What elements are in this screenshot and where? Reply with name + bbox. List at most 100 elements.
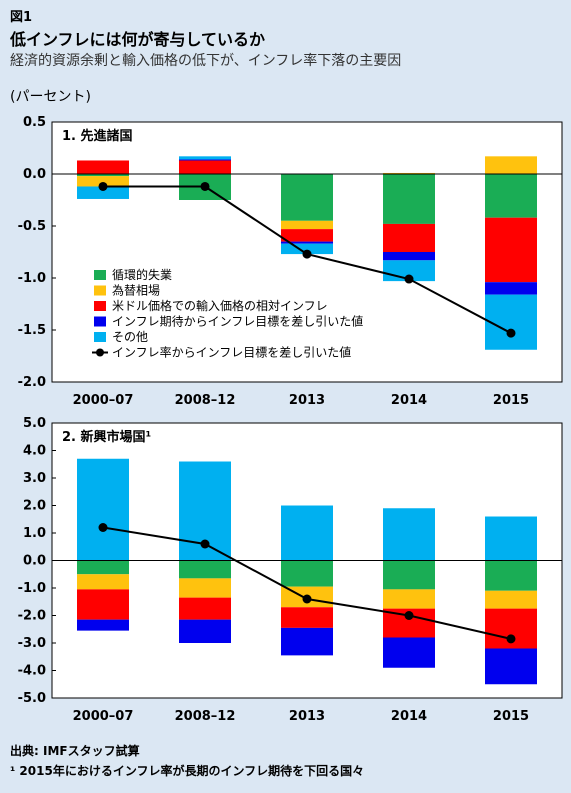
bar-cyan-5	[485, 294, 537, 350]
bar-red-5	[485, 217, 537, 283]
y-tick-label: 2.0	[23, 499, 46, 514]
footnote: ¹ 2015年におけるインフレ率が長期のインフレ期待を下回る国々	[10, 764, 365, 778]
bar-green-5	[485, 174, 537, 218]
bar-red-1	[77, 160, 129, 174]
bar-yellow-5	[485, 590, 537, 609]
line-point	[98, 181, 108, 191]
category-label: 2000–07	[73, 393, 134, 408]
legend-swatch-red	[94, 301, 106, 311]
line-point	[98, 523, 108, 532]
legend-swatch-yellow	[94, 285, 106, 296]
line-point	[404, 611, 414, 620]
bar-green-3	[281, 174, 333, 221]
legend-label: 為替相場	[112, 284, 160, 298]
bar-cyan-3	[281, 505, 333, 561]
figure-title: 低インフレには何が寄与しているか	[10, 30, 266, 49]
y-tick-label: 0.5	[23, 115, 46, 130]
category-label: 2014	[391, 393, 427, 408]
category-label: 2015	[493, 393, 529, 408]
bar-green-4	[383, 174, 435, 224]
y-tick-label: -1.5	[18, 323, 46, 338]
bar-red-2	[179, 597, 231, 620]
y-tick-label: 0.0	[23, 554, 46, 569]
bar-yellow-4	[383, 589, 435, 609]
y-tick-label: -5.0	[18, 691, 46, 706]
bar-cyan-2	[179, 156, 231, 160]
legend-swatch-cyan	[94, 332, 106, 342]
bar-yellow-4	[383, 172, 435, 174]
bar-cyan-1	[77, 186, 129, 199]
panel-title-1: 1. 先進諸国	[62, 128, 133, 144]
category-label: 2013	[289, 393, 325, 408]
legend-label: インフレ期待からインフレ目標を差し引いた値	[112, 314, 363, 329]
bar-blue-5	[485, 648, 537, 685]
y-tick-label: -1.0	[18, 581, 46, 596]
bar-blue-3	[281, 627, 333, 656]
bar-cyan-5	[485, 516, 537, 561]
y-tick-label: -0.5	[18, 219, 46, 234]
bar-blue-2	[179, 619, 231, 643]
bar-green-1	[77, 174, 129, 177]
category-label: 2014	[391, 709, 427, 724]
legend-label: 循環的失業	[112, 267, 172, 282]
bar-green-3	[281, 560, 333, 587]
line-point	[404, 274, 414, 284]
bar-green-5	[485, 560, 537, 591]
bar-blue-2	[179, 159, 231, 161]
figure-subtitle: 経済的資源余剰と輸入価格の低下が、インフレ率下落の主要因	[10, 53, 402, 69]
bar-blue-4	[383, 637, 435, 668]
bar-red-1	[77, 589, 129, 620]
bar-cyan-3	[281, 243, 333, 255]
y-tick-label: -2.0	[18, 609, 46, 624]
bar-green-2	[179, 560, 231, 579]
y-tick-label: 3.0	[23, 471, 46, 486]
category-label: 2015	[493, 709, 529, 724]
line-point	[506, 328, 516, 338]
bar-yellow-3	[281, 220, 333, 230]
line-point	[506, 634, 516, 644]
legend-swatch-blue	[94, 316, 106, 327]
bar-blue-5	[485, 282, 537, 295]
line-point	[302, 594, 312, 604]
bar-red-3	[281, 229, 333, 242]
y-tick-label: 4.0	[23, 444, 46, 459]
line-point	[302, 249, 312, 259]
y-tick-label: 5.0	[23, 416, 46, 431]
y-tick-label: -1.0	[18, 271, 46, 286]
panel-title-2: 2. 新興市場国¹	[62, 429, 151, 445]
bar-cyan-1	[77, 458, 129, 561]
bar-yellow-2	[179, 578, 231, 598]
line-point	[200, 181, 210, 191]
unit-label: (パーセント)	[10, 89, 91, 105]
bar-blue-3	[281, 241, 333, 244]
legend-line-marker	[96, 348, 104, 357]
figure-label: 図1	[10, 10, 33, 25]
legend-swatch-green	[94, 270, 106, 280]
y-tick-label: -4.0	[18, 664, 46, 679]
bar-cyan-4	[383, 508, 435, 561]
bar-yellow-1	[77, 574, 129, 590]
bar-blue-4	[383, 252, 435, 261]
category-label: 2013	[289, 709, 325, 724]
source-note: 出典: IMFスタッフ試算	[10, 744, 140, 758]
y-tick-label: -2.0	[18, 375, 46, 390]
bar-yellow-1	[77, 176, 129, 187]
category-label: 2000–07	[73, 709, 134, 724]
bar-yellow-5	[485, 156, 537, 174]
bar-green-1	[77, 560, 129, 575]
bar-red-4	[383, 223, 435, 252]
y-tick-label: 1.0	[23, 526, 46, 541]
y-tick-label: 0.0	[23, 167, 46, 182]
bar-green-4	[383, 560, 435, 590]
bar-red-3	[281, 607, 333, 628]
legend-label: インフレ率からインフレ目標を差し引いた値	[112, 345, 351, 360]
legend-label: その他	[112, 330, 148, 344]
y-tick-label: -3.0	[18, 636, 46, 651]
bar-red-2	[179, 160, 231, 174]
category-label: 2008–12	[175, 709, 236, 724]
line-point	[200, 539, 210, 549]
category-label: 2008–12	[175, 393, 236, 408]
legend-label: 米ドル価格での輸入価格の相対インフレ	[112, 298, 328, 313]
bar-blue-1	[77, 619, 129, 631]
